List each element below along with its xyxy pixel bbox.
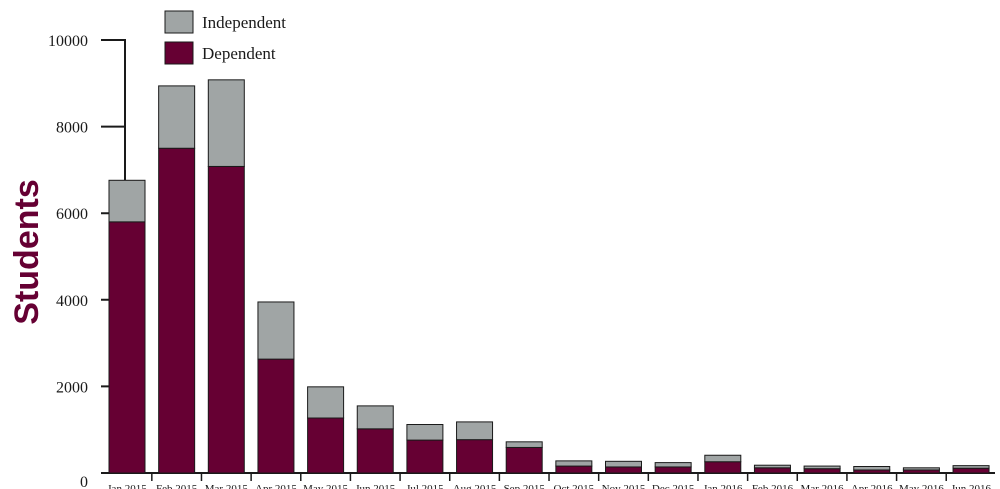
bar-independent <box>753 464 791 469</box>
legend-swatch-independent <box>164 10 194 34</box>
y-tick-label: 8000 <box>56 120 88 137</box>
y-tick-label: 10000 <box>48 33 88 50</box>
y-tick-label: 2000 <box>56 379 88 396</box>
x-tick-label: Aug 2015 <box>453 483 497 489</box>
bar-independent <box>207 79 245 167</box>
bar-dependent <box>505 446 543 474</box>
legend-swatch-dependent <box>164 41 194 65</box>
x-tick-label: May 2016 <box>899 483 944 489</box>
bar-dependent <box>803 468 841 474</box>
x-tick-label: Mar 2015 <box>205 483 249 489</box>
x-tick-label: Jun 2016 <box>951 483 992 489</box>
bar-dependent <box>406 439 444 474</box>
x-tick-label: Dec 2015 <box>652 483 695 489</box>
bar-dependent <box>356 428 394 474</box>
bar-dependent <box>952 467 990 474</box>
x-tick-label: Feb 2015 <box>156 483 198 489</box>
x-tick-label: Jul 2015 <box>406 483 444 489</box>
bar-independent <box>952 465 990 469</box>
bar-independent <box>307 386 345 419</box>
bar-dependent <box>158 147 196 474</box>
x-tick-label: Jan 2015 <box>107 483 147 489</box>
bar-dependent <box>257 358 295 474</box>
bar-dependent <box>704 461 742 474</box>
bar-independent <box>605 460 642 468</box>
bar-independent <box>853 466 891 471</box>
x-tick-label: Apr 2016 <box>851 483 893 489</box>
bar-independent <box>902 467 940 471</box>
x-tick-label: Jan 2016 <box>703 483 743 489</box>
bars <box>108 79 990 474</box>
bar-dependent <box>654 466 692 474</box>
bar-dependent <box>307 417 345 474</box>
bar-dependent <box>456 439 494 474</box>
legend-label-dependent: Dependent <box>202 44 276 63</box>
y-tick-labels: 0 2000 4000 6000 8000 10000 <box>48 33 88 489</box>
bar-independent <box>803 465 841 470</box>
bar-independent <box>704 454 742 463</box>
y-axis-label: Students <box>8 179 46 324</box>
x-tick-label: May 2015 <box>303 483 348 489</box>
bar-dependent <box>108 221 146 474</box>
bar-independent <box>108 179 146 223</box>
x-tick-labels: Jan 2015 Feb 2015 Mar 2015 Apr 2015 May 2015… <box>107 483 991 489</box>
bar-dependent <box>753 467 791 474</box>
bar-dependent <box>605 466 642 474</box>
bar-independent <box>555 460 593 467</box>
bar-independent <box>406 424 444 441</box>
legend-label-independent: Independent <box>202 13 286 32</box>
bar-independent <box>505 441 543 448</box>
bar-independent <box>356 405 394 430</box>
legend: Independent Dependent <box>164 10 286 65</box>
x-tick-label: Mar 2016 <box>801 483 845 489</box>
y-tick-label: 6000 <box>56 206 88 223</box>
x-tick-label: Oct 2015 <box>554 483 595 489</box>
x-tick-label: Nov 2015 <box>602 483 646 489</box>
x-tick-label: Jun 2015 <box>355 483 396 489</box>
bar-independent <box>654 462 692 468</box>
bar-dependent <box>207 165 245 474</box>
bar-independent <box>456 421 494 441</box>
bar-dependent <box>555 465 593 474</box>
y-tick-label: 0 <box>80 474 88 489</box>
x-tick-label: Sep 2015 <box>504 483 546 489</box>
bar-independent <box>158 85 196 149</box>
x-tick-label: Apr 2015 <box>255 483 297 489</box>
y-tick-label: 4000 <box>56 293 88 310</box>
x-tick-label: Feb 2016 <box>752 483 794 489</box>
bar-independent <box>257 301 295 360</box>
